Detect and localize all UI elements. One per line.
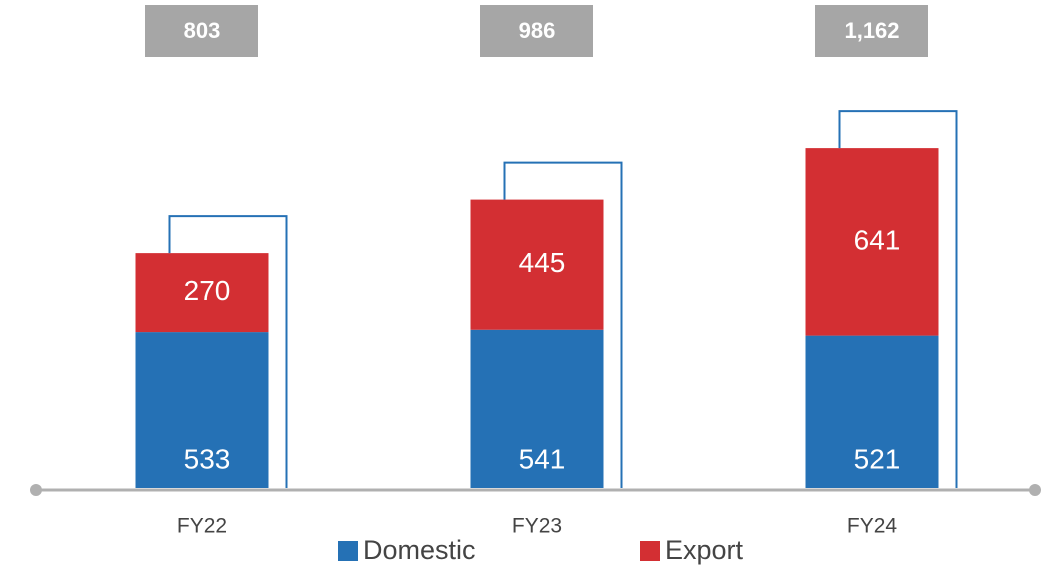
legend-label: Domestic	[363, 535, 476, 565]
total-box	[480, 5, 593, 57]
bar-segment	[135, 332, 269, 488]
total-box	[815, 5, 928, 57]
value-label: 541	[519, 443, 566, 474]
value-label: 270	[184, 275, 231, 306]
value-label: 641	[854, 224, 901, 255]
total-bracket	[503, 161, 623, 488]
x-tick-label: FY24	[847, 515, 898, 538]
total-box	[145, 5, 258, 57]
x-tick-label: FY22	[177, 515, 227, 538]
total-label: 986	[519, 18, 556, 43]
axis-end	[30, 484, 42, 496]
total-label: 1,162	[844, 18, 899, 43]
bar-segment	[805, 335, 939, 488]
axis-end	[1029, 484, 1041, 496]
total-label: 803	[184, 18, 221, 43]
total-bracket	[838, 110, 958, 488]
x-tick-label: FY23	[512, 515, 562, 538]
value-label: 521	[854, 443, 901, 474]
legend-swatch	[338, 541, 358, 561]
bar-segment	[470, 329, 604, 488]
bar-segment	[470, 199, 604, 330]
bar-segment	[805, 148, 939, 336]
legend-swatch	[640, 541, 660, 561]
bar-segment	[135, 253, 269, 333]
value-label: 445	[519, 247, 566, 278]
legend-label: Export	[665, 535, 744, 565]
value-label: 533	[184, 443, 231, 474]
total-bracket	[168, 215, 288, 488]
